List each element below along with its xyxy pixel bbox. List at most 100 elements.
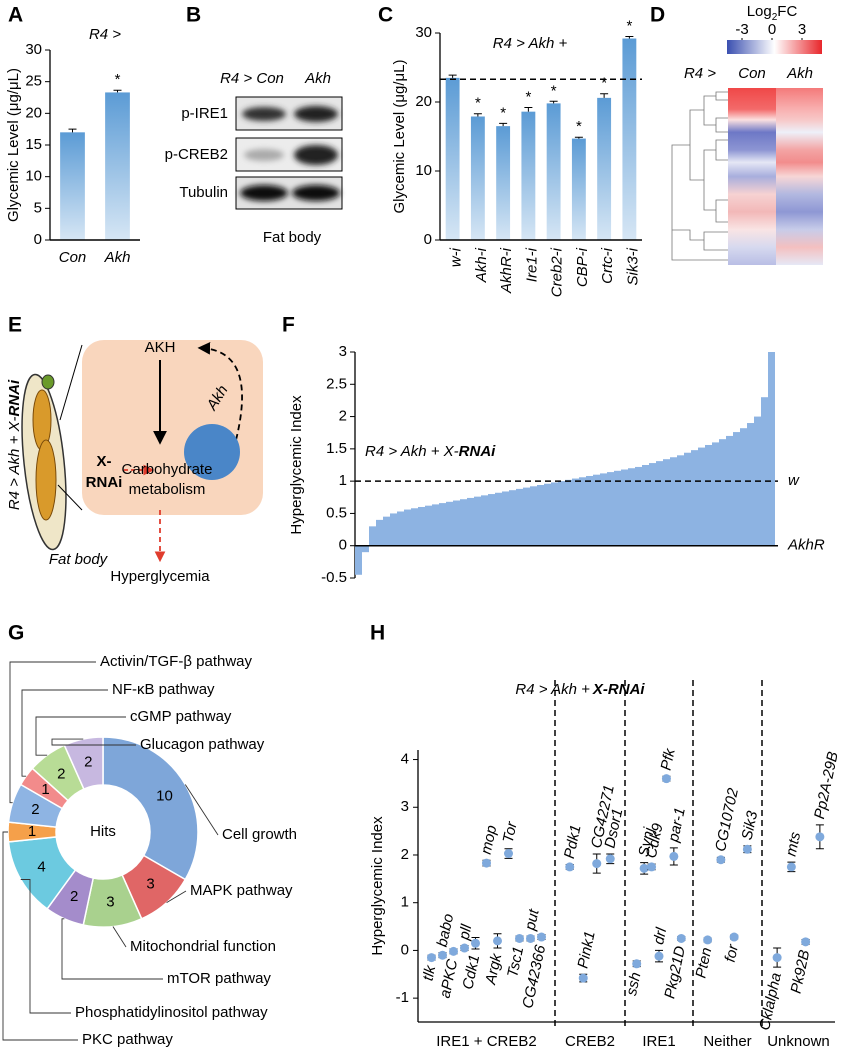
y-tick-label: 2 [339, 408, 347, 425]
y-tick-label: 0 [34, 231, 42, 248]
slice-label: cGMP pathway [130, 708, 232, 725]
slice-label: Mitochondrial function [130, 938, 276, 955]
error-bar [549, 100, 558, 104]
connector [59, 344, 83, 421]
bar [740, 428, 747, 546]
bar [642, 465, 649, 546]
slice-value: 2 [57, 766, 65, 783]
bar [698, 447, 705, 546]
bar [607, 472, 614, 546]
panel-label: G [8, 622, 24, 645]
blot-row-label: Tubulin [179, 184, 228, 201]
point-label: Pkg21D [661, 944, 689, 1000]
data-point [427, 953, 436, 963]
rnai-label: RNAi [86, 474, 123, 491]
bar [712, 442, 719, 546]
x-tick-label: Akh [104, 249, 131, 266]
bar [105, 92, 130, 240]
bar [495, 492, 502, 546]
error-bar [448, 74, 457, 78]
hormone-label: AKH [145, 339, 176, 356]
data-point [716, 855, 726, 865]
point-label: Pten [692, 946, 715, 980]
bar [670, 457, 677, 546]
point-label: Tsc1 [504, 945, 527, 979]
leader-line [51, 738, 136, 746]
y-tick-label: 2 [401, 846, 409, 863]
slice-value: 1 [28, 823, 36, 840]
bar [656, 461, 663, 546]
x-tick-label: Akh-i [473, 247, 490, 283]
annotation-part: R4 > Akh + X- [365, 443, 459, 460]
leader-line [35, 716, 126, 756]
bar [614, 470, 621, 546]
colorbar-title-part: FC [777, 3, 797, 20]
process-label: metabolism [129, 481, 206, 498]
slice-label: mTOR pathway [167, 970, 271, 987]
y-tick-label: 3 [339, 343, 347, 360]
y-tick-label: 30 [415, 24, 432, 41]
error-bar [600, 93, 609, 98]
reference-label: w [788, 472, 800, 489]
point-label: for [722, 942, 742, 964]
bar [621, 469, 628, 546]
point-label: babo [434, 912, 458, 948]
y-tick-label: 20 [415, 93, 432, 110]
y-axis-label: Glycemic Level (μg/μL) [391, 60, 408, 214]
blot-band [240, 185, 288, 201]
bar [516, 488, 523, 546]
slice-value: 10 [156, 787, 173, 804]
bar [509, 490, 516, 546]
point-label: mop [478, 824, 501, 856]
leader-line [166, 890, 187, 903]
point-label: tlk [420, 963, 440, 983]
y-tick-label: 0 [401, 941, 409, 958]
panel-label: H [370, 622, 385, 645]
bar [571, 138, 586, 240]
bar [390, 513, 397, 546]
bar [432, 504, 439, 546]
bar [60, 132, 85, 240]
x-tick-label: Sik3-i [624, 247, 641, 285]
panel-label: E [8, 314, 22, 337]
bar [705, 444, 712, 546]
point-label: ssh [623, 971, 644, 997]
bar [502, 491, 509, 546]
y-tick-label: 4 [401, 751, 409, 768]
connector [57, 484, 83, 511]
point-label: Tor [500, 819, 521, 844]
bar [719, 439, 726, 546]
slice-label: Activin/TGF-β pathway [100, 653, 252, 670]
data-point [772, 953, 782, 963]
bar [453, 500, 460, 546]
y-tick-label: 10 [415, 162, 432, 179]
bar [597, 97, 612, 240]
western-blot: R4 > Con Akh p-IRE1 p-CREB2 Tubulin Fat … [165, 70, 343, 246]
slice-label: NF-κB pathway [112, 681, 215, 698]
bar [768, 352, 775, 546]
slice-value: 4 [37, 858, 45, 875]
bar [383, 516, 390, 546]
chart-title: R4 > Akh + X-RNAi [515, 681, 645, 698]
y-tick-label: 0 [339, 537, 347, 554]
point-label: put [521, 907, 542, 933]
slice-label: Cell growth [222, 826, 297, 843]
slice-value: 2 [31, 801, 39, 818]
group-label: IRE1 [642, 1033, 675, 1050]
panel-label: F [282, 314, 295, 337]
error-bar [68, 128, 77, 133]
data-point [605, 854, 615, 864]
data-point [460, 943, 469, 953]
data-point [632, 959, 642, 969]
slice-label: PKC pathway [82, 1031, 173, 1048]
point-label: Pk92B [788, 948, 814, 995]
leader-line [184, 784, 219, 836]
leader-line [9, 661, 96, 804]
point-label: Pfk [658, 746, 679, 772]
data-point [703, 935, 713, 945]
y-tick-label: 2.5 [326, 375, 347, 392]
data-point [815, 832, 825, 842]
bar [411, 508, 418, 546]
slice-value: 3 [146, 876, 154, 893]
